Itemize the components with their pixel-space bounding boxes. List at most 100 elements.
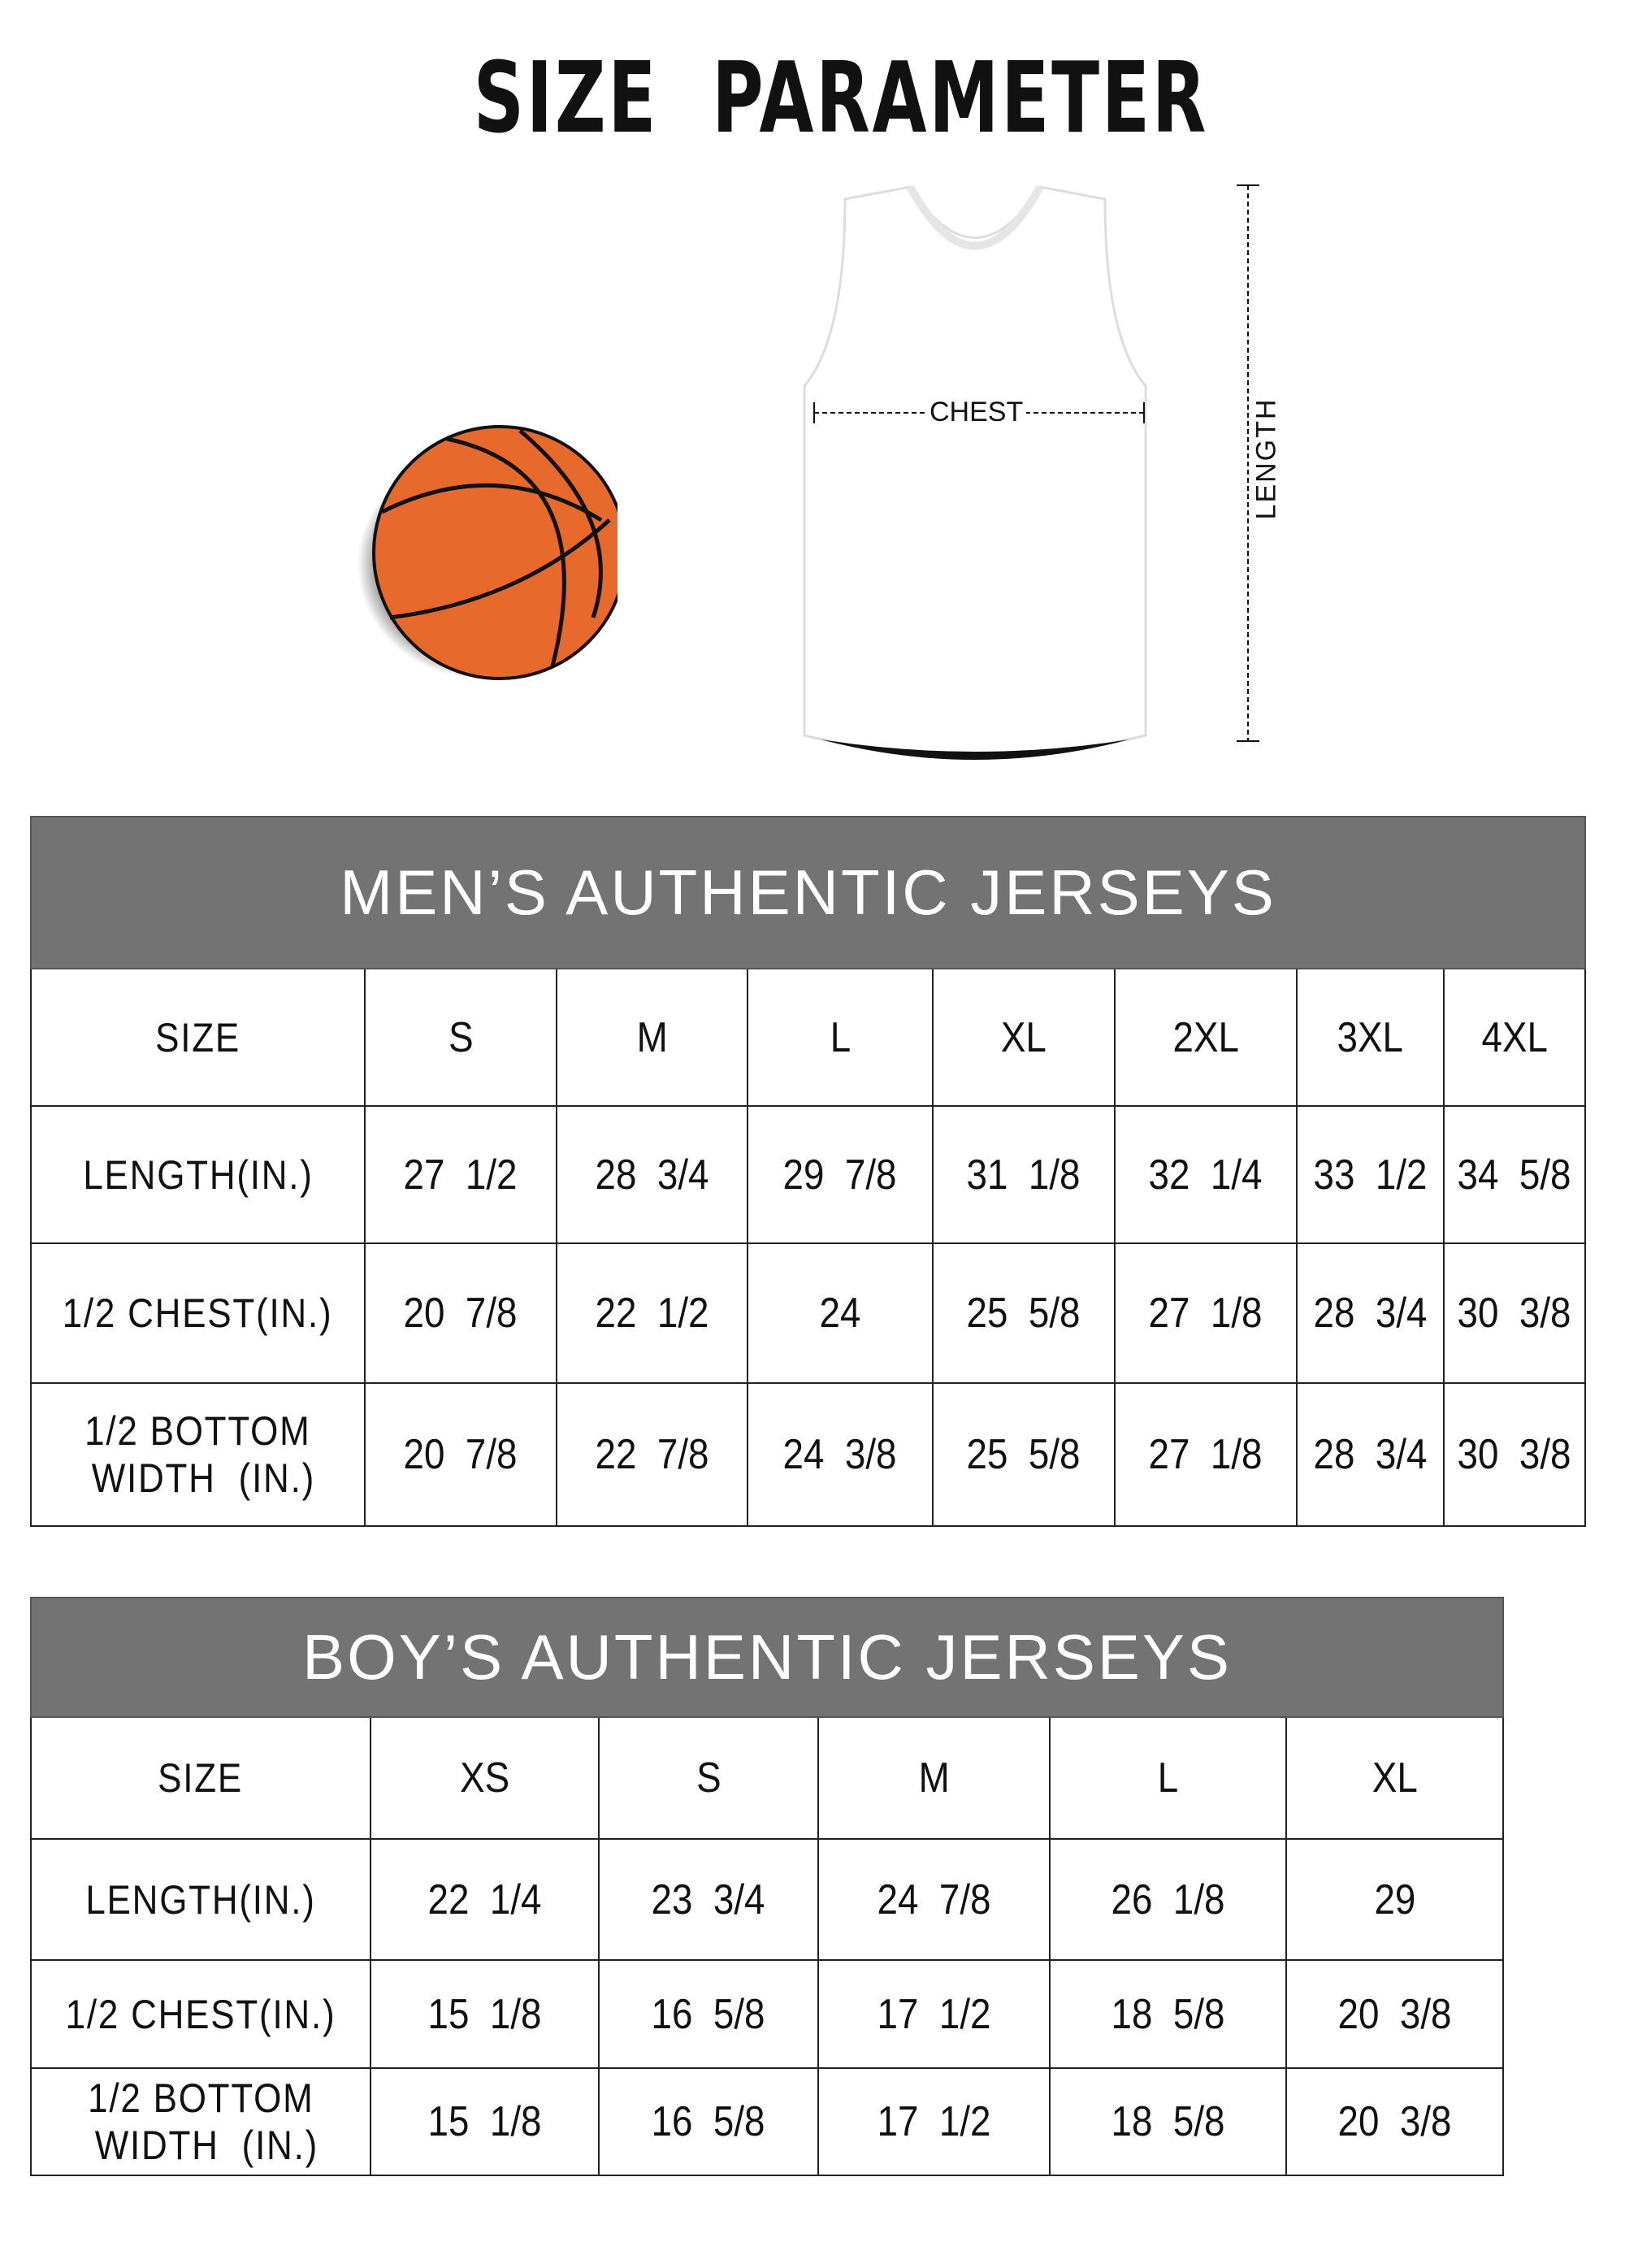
cell-text: 28 3/4 <box>595 1151 709 1199</box>
table-row: LENGTH(IN.) 27 1/2 28 3/4 29 7/8 31 1/8 32 1/… <box>30 1105 1587 1244</box>
row-label: 1/2 BOTTOM WIDTH (IN.) <box>30 1382 366 1527</box>
header-cell: M <box>556 968 748 1107</box>
row-label: LENGTH(IN.) <box>30 1105 366 1244</box>
header-cell: 3XL <box>1296 968 1445 1107</box>
table-cell: 18 5/8 <box>1049 1959 1287 2069</box>
table-cell: 27 1/2 <box>364 1105 557 1244</box>
cell-text: 24 7/8 <box>877 1876 991 1923</box>
cell-text: 32 1/4 <box>1149 1151 1263 1199</box>
table-cell: 28 3/4 <box>1296 1242 1445 1384</box>
cell-text: S <box>448 1013 474 1061</box>
table-cell: 22 7/8 <box>556 1382 748 1527</box>
table-cell: 24 7/8 <box>817 1838 1051 1961</box>
table-cell: 17 1/2 <box>817 1959 1051 2069</box>
table-cell: 20 3/8 <box>1285 2067 1505 2176</box>
cell-text: 28 3/4 <box>1313 1431 1428 1478</box>
table-cell: 33 1/2 <box>1296 1105 1445 1244</box>
cell-text: 18 5/8 <box>1111 2098 1225 2145</box>
cell-text: 20 7/8 <box>404 1431 518 1478</box>
table-title: BOY’S AUTHENTIC JERSEYS <box>29 1597 1505 1718</box>
table-cell: 32 1/4 <box>1114 1105 1298 1244</box>
table-cell: 27 1/8 <box>1114 1382 1298 1527</box>
row-label: 1/2 BOTTOM WIDTH (IN.) <box>30 2067 371 2176</box>
cell-text: 22 7/8 <box>595 1431 709 1478</box>
table-cell: 27 1/8 <box>1114 1242 1298 1384</box>
header-cell: XL <box>932 968 1116 1107</box>
cell-text: 30 3/8 <box>1458 1431 1571 1478</box>
cell-text: 24 <box>819 1290 861 1337</box>
table-cell: 31 1/8 <box>932 1105 1116 1244</box>
cell-text: 2XL <box>1172 1013 1239 1061</box>
cell-text: 27 1/8 <box>1149 1290 1263 1337</box>
table-row: 1/2 BOTTOM WIDTH (IN.) 20 7/8 22 7/8 24 3/8… <box>30 1382 1587 1527</box>
cell-text: 29 <box>1374 1876 1415 1923</box>
row-label: 1/2 CHEST(IN.) <box>30 1242 366 1384</box>
table-cell: 24 3/8 <box>747 1382 934 1527</box>
header-cell: 4XL <box>1442 968 1587 1107</box>
cell-text: LENGTH(IN.) <box>82 1151 314 1198</box>
header-row: SIZE XS S M L XL <box>30 1716 1505 1840</box>
cell-text: 16 5/8 <box>652 1990 765 2038</box>
table-cell: 15 1/8 <box>370 1959 600 2069</box>
table-cell: 26 1/8 <box>1049 1838 1287 1961</box>
boys-size-table: BOY’S AUTHENTIC JERSEYS SIZE XS S M L XL LENGTH… <box>29 1597 1505 2176</box>
cell-text: 34 5/8 <box>1458 1151 1571 1199</box>
table-cell: 29 7/8 <box>747 1105 934 1244</box>
cell-text: M <box>918 1754 950 1802</box>
cell-text: 1/2 BOTTOM WIDTH (IN.) <box>87 2075 318 2168</box>
cell-text: 27 1/2 <box>404 1151 518 1199</box>
table-cell: 34 5/8 <box>1442 1105 1587 1244</box>
cell-text: 25 5/8 <box>967 1290 1081 1337</box>
header-row: SIZE S M L XL 2XL 3XL 4XL <box>30 968 1587 1107</box>
cell-text: 23 3/4 <box>652 1876 765 1923</box>
cell-text: M <box>636 1013 668 1061</box>
cell-text: 15 1/8 <box>427 2098 542 2145</box>
table-cell: 20 3/8 <box>1285 1959 1505 2069</box>
cell-text: SIZE <box>155 1014 240 1060</box>
cell-text: L <box>1157 1754 1179 1802</box>
cell-text: 28 3/4 <box>1313 1290 1428 1337</box>
cell-text: 29 7/8 <box>783 1151 897 1199</box>
table-cell: 28 3/4 <box>1296 1382 1445 1527</box>
table-row: 1/2 CHEST(IN.) 15 1/8 16 5/8 17 1/2 18 5/8 20… <box>30 1959 1505 2069</box>
cell-text: XS <box>459 1754 510 1802</box>
table-cell: 29 <box>1285 1838 1505 1961</box>
cell-text: XL <box>1372 1754 1418 1802</box>
cell-text: 20 7/8 <box>404 1290 518 1337</box>
header-cell: XS <box>370 1716 600 1840</box>
table-cell: 20 7/8 <box>364 1382 557 1527</box>
length-indicator <box>1237 184 1259 742</box>
header-cell: L <box>747 968 934 1107</box>
cell-text: 1/2 CHEST(IN.) <box>65 1991 336 2037</box>
row-label: 1/2 CHEST(IN.) <box>30 1959 371 2069</box>
header-cell: S <box>364 968 557 1107</box>
table-cell: 22 1/4 <box>370 1838 600 1961</box>
chest-label: CHEST <box>926 397 1027 428</box>
table-row: LENGTH(IN.) 22 1/4 23 3/4 24 7/8 26 1/8 29 <box>30 1838 1505 1961</box>
cell-text: LENGTH(IN.) <box>85 1876 316 1923</box>
cell-text: 1/2 BOTTOM WIDTH (IN.) <box>84 1408 316 1501</box>
table-cell: 22 1/2 <box>556 1242 748 1384</box>
table-row: 1/2 BOTTOM WIDTH (IN.) 15 1/8 16 5/8 17 1/2… <box>30 2067 1505 2176</box>
header-cell: 2XL <box>1114 968 1298 1107</box>
table-cell: 15 1/8 <box>370 2067 600 2176</box>
length-label: LENGTH <box>1250 392 1283 525</box>
header-cell: S <box>598 1716 819 1840</box>
jersey-diagram <box>803 184 1147 760</box>
table-cell: 16 5/8 <box>598 2067 819 2176</box>
cell-text: SIZE <box>158 1755 244 1801</box>
mens-size-table: MEN’S AUTHENTIC JERSEYS SIZE S M L XL 2XL 3XL 4X… <box>29 816 1587 1527</box>
cell-text: L <box>830 1013 851 1061</box>
cell-text: 30 3/8 <box>1458 1290 1571 1337</box>
table-cell: 20 7/8 <box>364 1242 557 1384</box>
table-cell: 24 <box>747 1242 934 1384</box>
cell-text: 17 1/2 <box>877 1990 991 2038</box>
cell-text: 26 1/8 <box>1111 1876 1225 1923</box>
table-cell: 25 5/8 <box>932 1382 1116 1527</box>
cell-text: 31 1/8 <box>967 1151 1081 1199</box>
cell-text: 20 3/8 <box>1337 1990 1452 2038</box>
cell-text: 3XL <box>1337 1013 1404 1061</box>
header-cell: M <box>817 1716 1051 1840</box>
table-title: MEN’S AUTHENTIC JERSEYS <box>29 816 1587 969</box>
cell-text: 20 3/8 <box>1337 2098 1452 2145</box>
